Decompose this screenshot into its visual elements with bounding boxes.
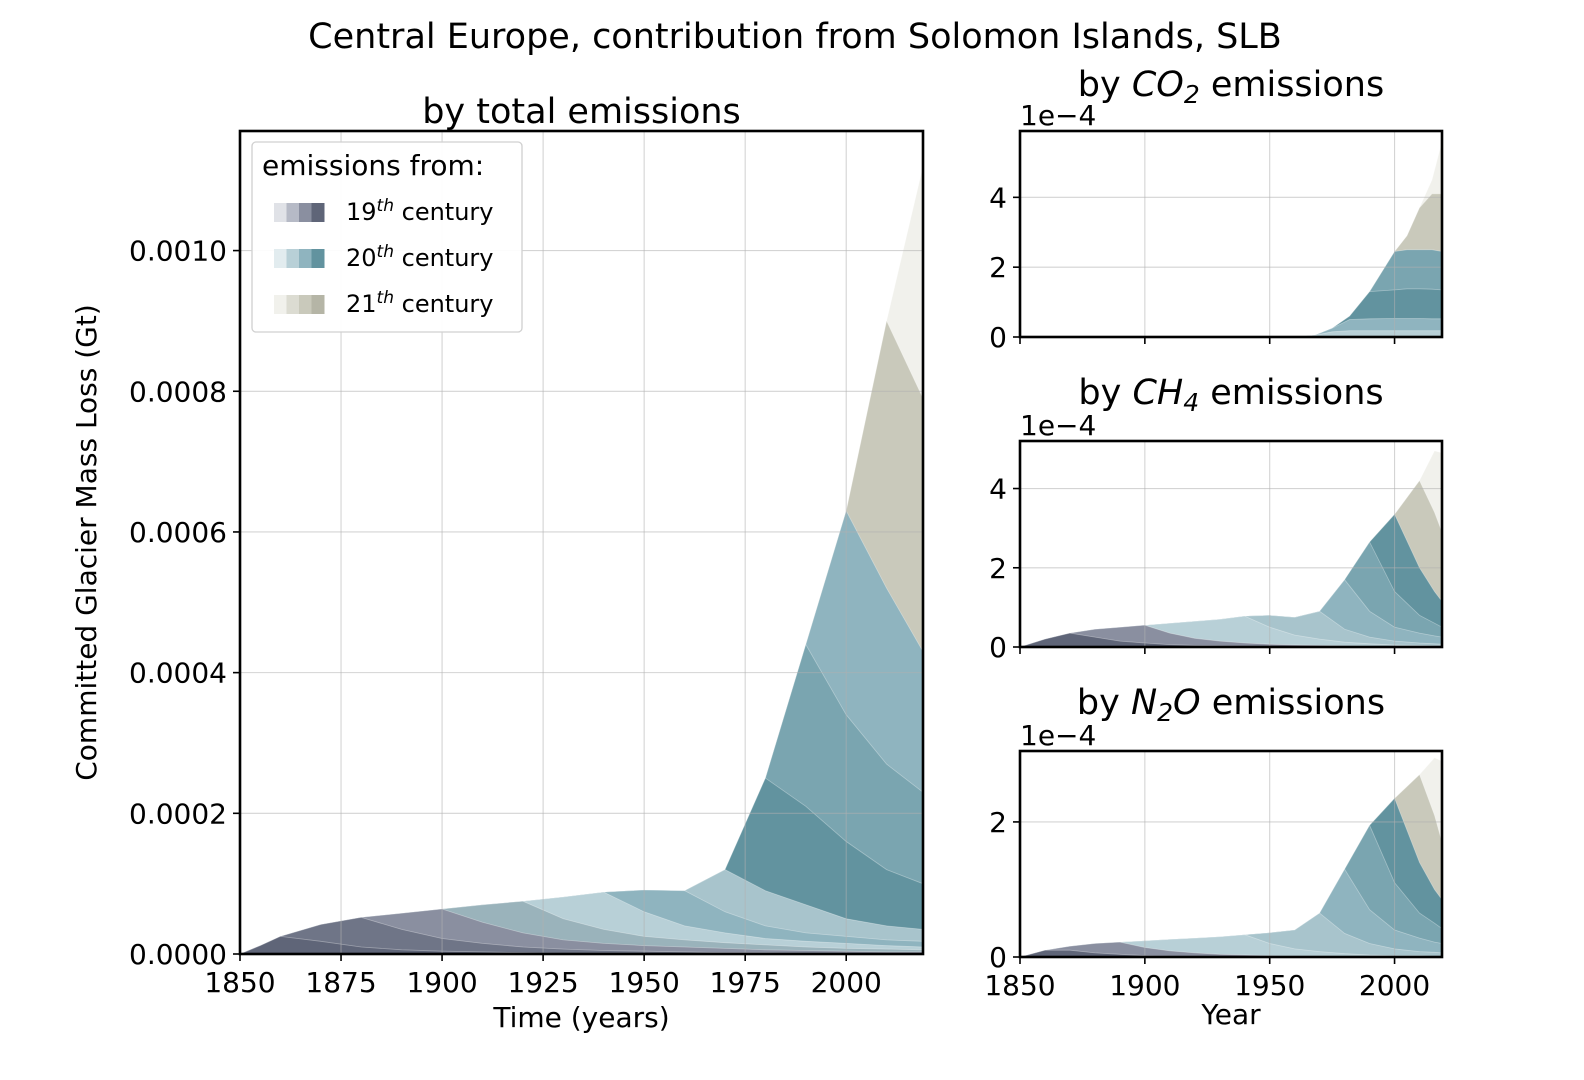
y-tick-label: 0.0006	[129, 516, 227, 549]
y-axis-label: Committed Glacier Mass Loss (Gt)	[70, 304, 103, 781]
legend-entry: 21th century	[274, 288, 494, 318]
x-tick-label: 1875	[305, 966, 376, 999]
legend-label: 19th century	[346, 196, 494, 226]
axes-frame	[1018, 749, 1444, 959]
legend-entry: 19th century	[274, 196, 494, 226]
y-tick-label: 0	[989, 321, 1007, 354]
x-tick-label: 1850	[984, 969, 1055, 1002]
legend-swatch	[286, 203, 300, 222]
y-tick-label: 0.0002	[129, 797, 227, 830]
legend-entry: 20th century	[274, 242, 494, 272]
x-tick-label: 1950	[609, 966, 680, 999]
x-tick-label: 1850	[204, 966, 275, 999]
y-tick-label: 0.0004	[129, 657, 227, 690]
x-tick-label: 2000	[1359, 969, 1430, 1002]
legend-swatch	[311, 203, 325, 222]
figure-title: Central Europe, contribution from Solomo…	[308, 17, 1282, 57]
legend-swatch	[286, 249, 300, 268]
x-tick-label: 1925	[507, 966, 578, 999]
area-layers	[240, 166, 923, 954]
x-tick-label: 2000	[811, 966, 882, 999]
subplot-title: by CO2 emissions	[1078, 65, 1384, 109]
x-tick-label: 1950	[1234, 969, 1305, 1002]
axis-multiplier: 1e−4	[1020, 99, 1096, 132]
axis-multiplier: 1e−4	[1020, 409, 1096, 442]
total-emissions-chart: 1850 1875 1900 1925 1950 1975 2000 0.0000 0.0002…	[70, 92, 925, 1034]
legend-entries: 19th century 20th century 21th century	[274, 196, 494, 318]
y-tick-label: 4	[989, 473, 1007, 506]
y-tick-label: 2	[989, 552, 1007, 585]
axes-frame	[1018, 129, 1444, 339]
x-axis-label: Year	[1200, 998, 1261, 1031]
legend-swatch	[311, 249, 325, 268]
axes-frame	[238, 129, 925, 956]
y-tick-label: 0.0010	[129, 235, 227, 268]
y-tick-label: 0.0008	[129, 375, 227, 408]
co2-emissions-chart: 0 2 4 1e−4by CO2 emissions	[989, 65, 1444, 354]
chart-legend: emissions from: 19th century 20th century…	[251, 141, 523, 333]
legend-swatch	[274, 249, 287, 268]
legend-swatch	[274, 295, 287, 314]
ch4-emissions-chart: 0 2 4 1e−4by CH4 emissions	[989, 373, 1444, 664]
legend-label: 20th century	[346, 242, 494, 272]
area-layer-8	[1020, 949, 1442, 957]
legend-swatch	[299, 295, 312, 314]
legend-swatch	[299, 203, 312, 222]
y-tick-label: 0.0000	[129, 938, 227, 971]
n2o-emissions-chart: 1850 1900 1950 2000 0 2 1e−4by N2O emissions Ye…	[984, 683, 1444, 1031]
legend-swatch	[299, 249, 312, 268]
legend-title: emissions from:	[262, 149, 484, 182]
legend-swatch	[311, 295, 325, 314]
y-tick-label: 4	[989, 181, 1007, 214]
x-axis-label: Time (years)	[492, 1001, 669, 1034]
grid-lines	[1020, 441, 1442, 647]
area-layer-7	[1020, 941, 1442, 957]
y-tick-label: 2	[989, 251, 1007, 284]
x-tick-label: 1975	[710, 966, 781, 999]
y-tick-label: 2	[989, 806, 1007, 839]
legend-label: 21th century	[346, 288, 494, 318]
grid-lines	[1020, 131, 1442, 337]
subplot-title: by CH4 emissions	[1078, 373, 1383, 417]
axis-multiplier: 1e−4	[1020, 719, 1096, 752]
grid-lines	[1020, 751, 1442, 957]
axes-frame	[1018, 439, 1444, 649]
legend-swatch	[274, 203, 287, 222]
legend-swatch	[286, 295, 300, 314]
x-tick-label: 1900	[1109, 969, 1180, 1002]
x-tick-label: 1900	[406, 966, 477, 999]
subplot-title: by N2O emissions	[1077, 683, 1385, 727]
y-tick-label: 0	[989, 631, 1007, 664]
grid-lines	[240, 131, 923, 954]
area-layers	[1020, 757, 1442, 957]
subplot-title: by total emissions	[422, 92, 741, 132]
y-tick-label: 0	[989, 941, 1007, 974]
legend-frame	[251, 141, 523, 333]
